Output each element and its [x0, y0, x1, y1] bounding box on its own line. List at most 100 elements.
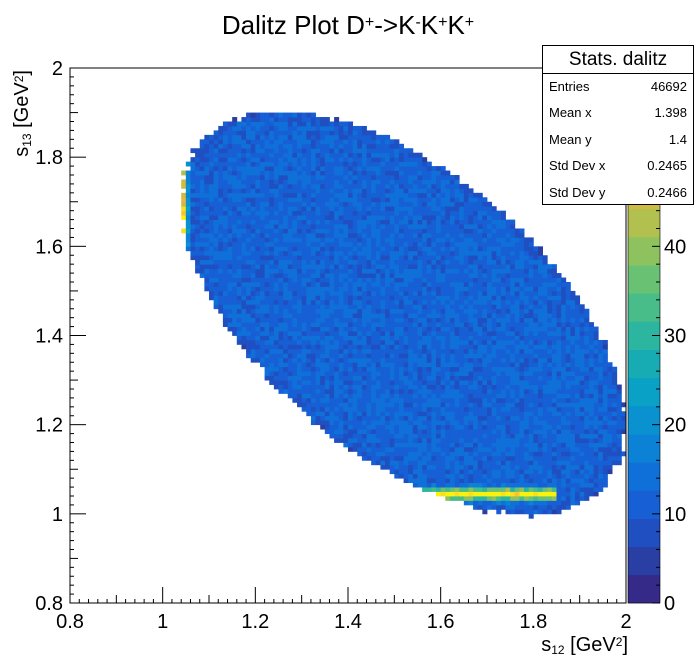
- heatmap-cell: [463, 464, 469, 470]
- heatmap-cell: [287, 255, 293, 261]
- heatmap-cell: [218, 259, 224, 265]
- heatmap-cell: [454, 380, 460, 385]
- heatmap-cell: [408, 290, 414, 296]
- heatmap-cell: [514, 304, 520, 310]
- heatmap-cell: [491, 250, 497, 256]
- heatmap-cell: [315, 255, 321, 261]
- heatmap-cell: [487, 397, 493, 403]
- heatmap-cell: [487, 429, 493, 434]
- heatmap-cell: [324, 121, 330, 127]
- heatmap-cell: [366, 348, 372, 354]
- heatmap-cell: [496, 402, 502, 408]
- heatmap-cell: [519, 464, 525, 470]
- heatmap-cell: [385, 357, 391, 363]
- heatmap-cell: [185, 192, 191, 198]
- heatmap-cell: [352, 339, 358, 345]
- heatmap-cell: [496, 304, 502, 310]
- heatmap-cell: [278, 331, 284, 336]
- heatmap-cell: [496, 241, 502, 247]
- heatmap-cell: [537, 273, 543, 278]
- heatmap-cell: [500, 411, 506, 417]
- heatmap-cell: [380, 384, 386, 390]
- heatmap-cell: [408, 469, 414, 475]
- heatmap-cell: [482, 237, 488, 243]
- heatmap-cell: [510, 322, 516, 327]
- heatmap-cell: [269, 268, 275, 274]
- heatmap-cell: [449, 299, 455, 305]
- heatmap-cell: [436, 353, 442, 359]
- heatmap-cell: [301, 206, 307, 212]
- heatmap-cell: [533, 504, 539, 510]
- heatmap-cell: [246, 157, 252, 163]
- heatmap-cell: [422, 259, 428, 265]
- heatmap-cell: [246, 206, 252, 212]
- heatmap-cell: [491, 322, 497, 327]
- heatmap-cell: [301, 157, 307, 163]
- heatmap-cell: [500, 393, 506, 399]
- heatmap-cell: [343, 322, 349, 327]
- heatmap-cell: [542, 487, 548, 492]
- heatmap-cell: [417, 411, 423, 417]
- heatmap-cell: [445, 219, 451, 225]
- heatmap-cell: [436, 197, 442, 203]
- heatmap-cell: [449, 219, 455, 225]
- heatmap-cell: [352, 420, 358, 426]
- heatmap-cell: [394, 429, 400, 434]
- heatmap-cell: [348, 420, 354, 426]
- heatmap-cell: [250, 339, 256, 345]
- heatmap-cell: [417, 215, 423, 220]
- heatmap-cell: [454, 192, 460, 198]
- heatmap-cell: [371, 380, 377, 385]
- heatmap-cell: [459, 464, 465, 470]
- heatmap-cell: [269, 215, 275, 220]
- heatmap-cell: [454, 420, 460, 426]
- heatmap-cell: [241, 201, 247, 207]
- heatmap-cell: [454, 496, 460, 501]
- heatmap-cell: [473, 397, 479, 403]
- heatmap-cell: [417, 420, 423, 426]
- heatmap-cell: [366, 241, 372, 247]
- heatmap-cell: [380, 375, 386, 381]
- heatmap-cell: [264, 161, 270, 167]
- heatmap-cell: [278, 371, 284, 377]
- heatmap-cell: [246, 286, 252, 292]
- heatmap-cell: [297, 304, 303, 310]
- heatmap-cell: [524, 326, 530, 332]
- heatmap-cell: [436, 384, 442, 390]
- heatmap-cell: [315, 121, 321, 127]
- heatmap-cell: [287, 362, 293, 368]
- heatmap-cell: [537, 304, 543, 310]
- heatmap-cell: [375, 322, 381, 327]
- heatmap-cell: [473, 295, 479, 301]
- heatmap-cell: [449, 259, 455, 265]
- heatmap-cell: [255, 197, 261, 203]
- heatmap-cell: [403, 179, 409, 185]
- heatmap-cell: [209, 201, 215, 207]
- heatmap-cell: [496, 326, 502, 332]
- heatmap-cell: [389, 411, 395, 417]
- heatmap-cell: [394, 326, 400, 332]
- heatmap-cell: [190, 170, 196, 176]
- heatmap-cell: [426, 246, 432, 252]
- heatmap-cell: [477, 277, 483, 283]
- heatmap-cell: [542, 411, 548, 417]
- heatmap-cell: [385, 460, 391, 466]
- heatmap-cell: [241, 224, 247, 229]
- heatmap-cell: [334, 406, 340, 412]
- heatmap-cell: [394, 335, 400, 341]
- heatmap-cell: [398, 402, 404, 408]
- heatmap-cell: [389, 148, 395, 154]
- heatmap-cell: [412, 264, 418, 270]
- heatmap-cell: [250, 201, 256, 207]
- heatmap-cell: [264, 228, 270, 234]
- heatmap-cell: [505, 317, 511, 323]
- heatmap-cell: [343, 264, 349, 270]
- heatmap-cell: [491, 397, 497, 403]
- heatmap-cell: [246, 308, 252, 314]
- heatmap-cell: [436, 491, 442, 497]
- heatmap-cell: [380, 313, 386, 319]
- heatmap-cell: [273, 348, 279, 354]
- heatmap-cell: [510, 313, 516, 319]
- heatmap-cell: [380, 411, 386, 417]
- heatmap-cell: [422, 210, 428, 216]
